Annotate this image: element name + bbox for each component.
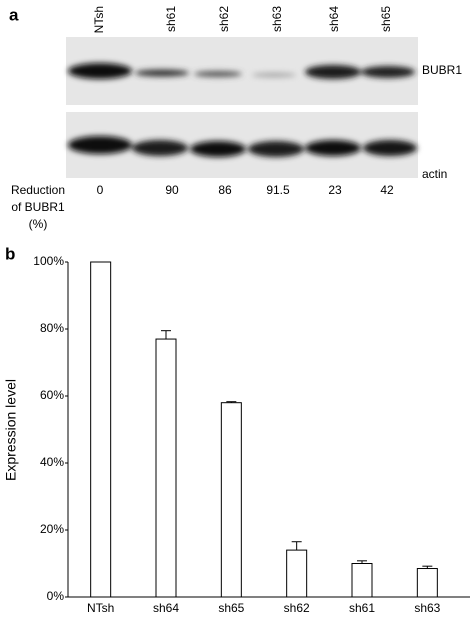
band-label: actin: [422, 167, 447, 181]
panel-label: b: [5, 244, 15, 263]
x-tick-label: sh62: [284, 601, 310, 615]
lane-label: NTsh: [92, 6, 106, 33]
bar: [90, 261, 112, 598]
bar: [416, 568, 438, 598]
y-tick-label: 60%: [40, 388, 64, 402]
reduction-value: 42: [380, 183, 394, 197]
reduction-value: 0: [97, 183, 104, 197]
error-bar: [291, 541, 302, 551]
error-bar: [357, 560, 367, 564]
y-tick-label: 80%: [40, 321, 64, 335]
bar: [286, 549, 308, 598]
band-label: BUBR1: [422, 63, 462, 77]
y-tick-label: 100%: [33, 254, 64, 268]
panel-label: a: [9, 5, 19, 24]
y-tick-label: 0%: [47, 589, 65, 603]
x-tick-label: sh63: [414, 601, 440, 615]
reduction-label: Reduction: [11, 183, 65, 197]
x-tick-label: sh65: [218, 601, 244, 615]
reduction-value: 23: [328, 183, 342, 197]
lane-label: sh62: [217, 6, 231, 32]
bar: [220, 402, 242, 598]
y-axis-label: Expression level: [3, 379, 19, 481]
y-tick-label: 40%: [40, 455, 64, 469]
error-bar: [422, 565, 433, 569]
reduction-value: 86: [218, 183, 232, 197]
reduction-label: (%): [29, 217, 48, 231]
error-bar: [161, 330, 171, 340]
x-tick-label: sh64: [153, 601, 179, 615]
lane-label: sh61: [164, 6, 178, 32]
reduction-value: 91.5: [266, 183, 290, 197]
bands-bubr1: [68, 63, 415, 79]
lane-label: sh65: [379, 6, 393, 32]
x-tick-label: NTsh: [87, 601, 114, 615]
reduction-value: 90: [165, 183, 179, 197]
reduction-label: of BUBR1: [11, 200, 65, 214]
bands-actin: [68, 136, 417, 157]
y-tick-label: 20%: [40, 522, 64, 536]
bar: [155, 338, 177, 598]
lane-label: sh63: [270, 6, 284, 32]
lane-label: sh64: [327, 6, 341, 32]
x-tick-label: sh61: [349, 601, 375, 615]
error-bar: [226, 401, 237, 403]
bar: [351, 563, 373, 598]
